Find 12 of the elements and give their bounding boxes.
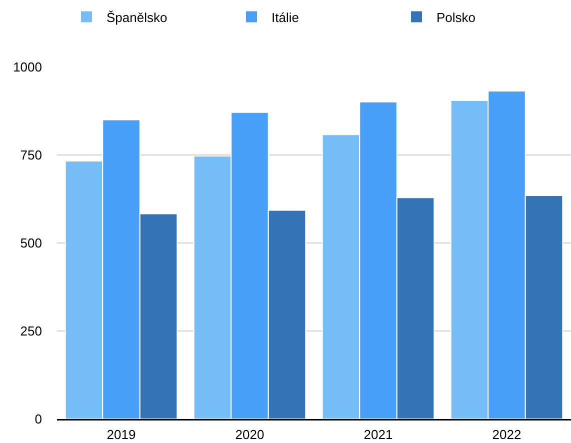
x-tick-label: 2019 [106, 427, 136, 442]
x-tick-label: 2021 [364, 427, 393, 442]
y-tick-label: 750 [20, 148, 42, 163]
y-tick-label: 1000 [13, 60, 42, 75]
legend-label: Španělsko [106, 10, 168, 25]
y-tick-label: 250 [20, 324, 42, 339]
y-tick-label: 500 [20, 236, 42, 251]
x-tick-label: 2022 [492, 427, 522, 442]
legend-label: Itálie [272, 10, 299, 25]
x-tick-label: 2020 [235, 427, 264, 442]
legend-label: Polsko [436, 10, 476, 25]
y-tick-label: 0 [34, 412, 42, 427]
